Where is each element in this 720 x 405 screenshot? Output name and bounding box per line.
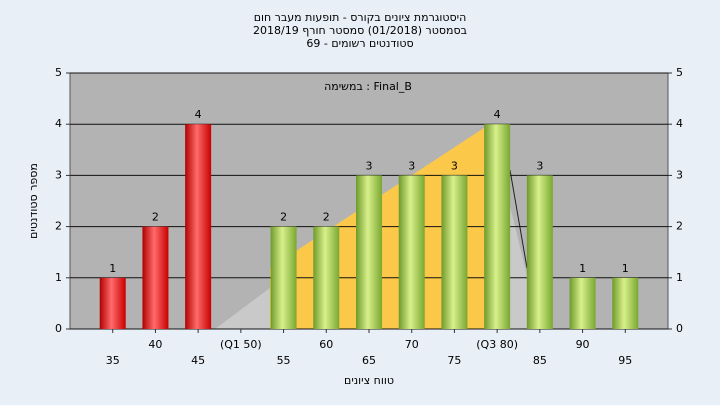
- x-tick-label: 70: [405, 338, 419, 351]
- x-tick-label: 45: [191, 354, 205, 367]
- title-line: בסמסטר (01/2018) סמסטר חורף 2018/19: [253, 24, 467, 37]
- bar: [441, 175, 468, 329]
- x-axis-label: טווח ציונים: [344, 374, 394, 387]
- x-tick-label: 65: [362, 354, 376, 367]
- x-tick-label: 95: [618, 354, 632, 367]
- y-tick-label: 5: [55, 66, 62, 79]
- bar: [142, 226, 169, 329]
- value-label: 2: [323, 211, 330, 224]
- y-tick-label: 4: [55, 117, 62, 130]
- bar: [185, 124, 212, 329]
- y2-tick-label: 5: [676, 66, 683, 79]
- bar: [484, 124, 511, 329]
- y-tick-label: 3: [55, 168, 62, 181]
- y-tick-label: 2: [55, 220, 62, 233]
- title-line: היסטוגרמת ציונים בקורס - תופעות מעבר חום: [254, 11, 467, 24]
- bar: [313, 226, 340, 329]
- value-label: 3: [536, 159, 543, 172]
- x-tick-label: (Q1 50): [220, 338, 262, 351]
- x-tick-label: 90: [576, 338, 590, 351]
- y2-tick-label: 3: [676, 168, 683, 181]
- value-label: 4: [195, 108, 202, 121]
- value-label: 3: [366, 159, 373, 172]
- bar: [356, 175, 382, 329]
- bar: [526, 175, 553, 329]
- value-label: 1: [109, 262, 116, 275]
- bar: [270, 226, 297, 329]
- y-axis-label: מספר סטודנטים: [27, 163, 40, 239]
- value-label: 3: [408, 159, 415, 172]
- value-label: 4: [494, 108, 501, 121]
- value-label: 1: [622, 262, 629, 275]
- x-tick-label: (Q3 80): [476, 338, 518, 351]
- x-tick-label: 35: [106, 354, 120, 367]
- value-label: 1: [579, 262, 586, 275]
- bar: [398, 175, 425, 329]
- value-label: 3: [451, 159, 458, 172]
- y2-tick-label: 2: [676, 220, 683, 233]
- y2-tick-label: 4: [676, 117, 683, 130]
- x-tick-label: 60: [319, 338, 333, 351]
- x-tick-label: 75: [447, 354, 461, 367]
- bar: [99, 277, 126, 329]
- annotation: במשימה : Final_B: [324, 80, 412, 93]
- x-tick-label: 55: [277, 354, 291, 367]
- y2-tick-label: 1: [676, 271, 683, 284]
- value-label: 2: [280, 211, 287, 224]
- x-tick-label: 85: [533, 354, 547, 367]
- y-tick-label: 0: [55, 322, 62, 335]
- bar: [612, 277, 639, 329]
- title-line: סטודנטים רשומים - 69: [306, 37, 413, 50]
- y-tick-label: 1: [55, 271, 62, 284]
- bar: [569, 277, 596, 329]
- value-label: 2: [152, 211, 159, 224]
- curve-line: [509, 169, 528, 269]
- y2-tick-label: 0: [676, 322, 683, 335]
- x-tick-label: 40: [148, 338, 162, 351]
